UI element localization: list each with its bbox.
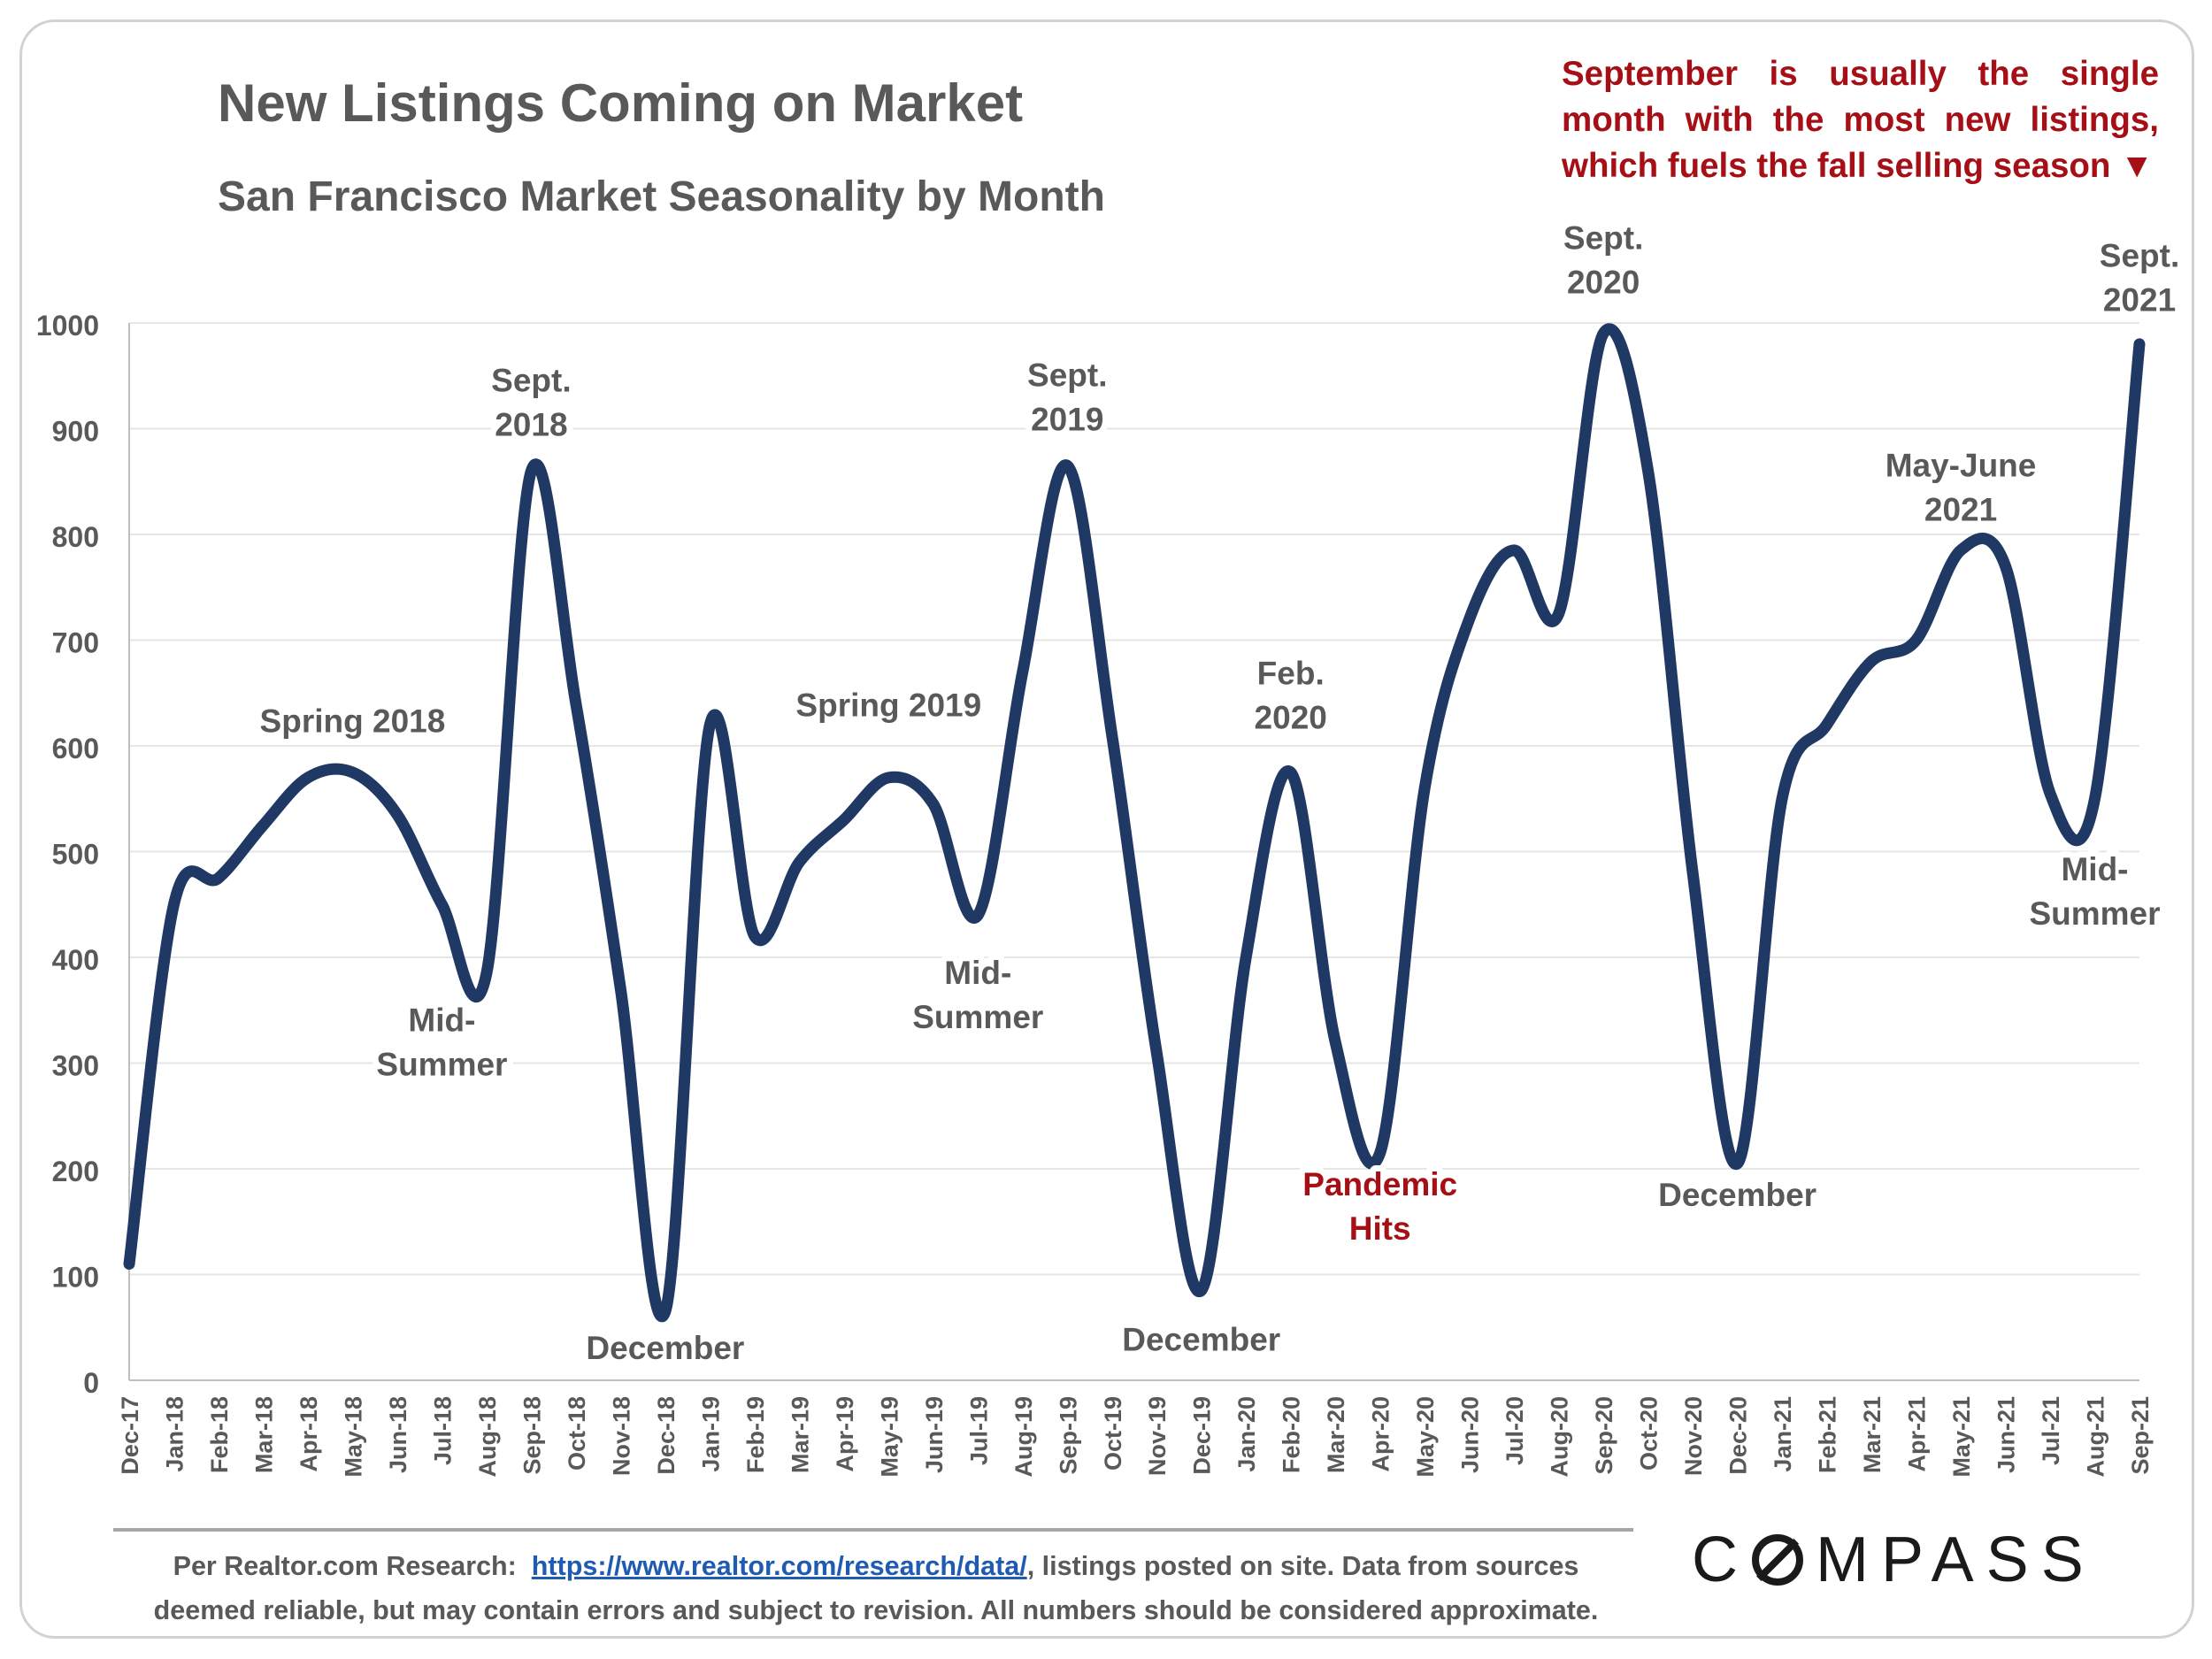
x-tick-label: Jun-18 <box>385 1396 411 1473</box>
source-note-line-1: Per Realtor.com Research: https://www.re… <box>106 1544 1646 1588</box>
y-tick-label: 100 <box>52 1262 99 1294</box>
x-tick-label: Jul-19 <box>965 1396 992 1465</box>
x-tick-label: Dec-20 <box>1725 1396 1752 1475</box>
x-tick-label: Sep-20 <box>1591 1396 1617 1475</box>
annotation-label: Pandemic <box>1302 1166 1457 1202</box>
y-tick-label: 400 <box>52 944 99 976</box>
x-tick-label: Dec-19 <box>1189 1396 1216 1475</box>
annotation-label: Mid- <box>408 1002 475 1039</box>
x-tick-label: Apr-18 <box>296 1396 322 1472</box>
chart-frame <box>19 19 2194 1639</box>
x-tick-label: May-19 <box>876 1396 902 1478</box>
x-tick-label: Aug-20 <box>1547 1396 1573 1478</box>
logo-text-start: C <box>1692 1525 1750 1595</box>
annotation-label: December <box>1122 1322 1280 1358</box>
x-tick-label: May-20 <box>1412 1396 1439 1478</box>
annotation-label: 2021 <box>1924 491 1997 527</box>
annotation-label: Sept. <box>491 363 571 399</box>
annotation-label: Mid- <box>2061 851 2128 887</box>
y-tick-label: 200 <box>52 1156 99 1187</box>
annotation-label: Mid- <box>944 955 1011 991</box>
series-line <box>123 323 2146 1323</box>
source-link[interactable]: https://www.realtor.com/research/data/ <box>531 1551 1027 1581</box>
x-tick-label: Oct-18 <box>564 1396 590 1471</box>
y-tick-label: 1000 <box>36 310 99 342</box>
x-tick-label: Sep-21 <box>2127 1396 2154 1475</box>
y-tick-label: 700 <box>52 627 99 659</box>
x-tick-label: Sep-18 <box>518 1396 545 1475</box>
x-tick-label: Nov-18 <box>608 1396 634 1476</box>
x-tick-label: Dec-17 <box>117 1396 143 1475</box>
annotation-label: Feb. <box>1257 656 1325 692</box>
x-tick-label: May-21 <box>1948 1396 1975 1478</box>
x-tick-label: Feb-20 <box>1279 1396 1305 1473</box>
y-tick-label: 800 <box>52 521 99 553</box>
x-tick-label: Nov-20 <box>1680 1396 1707 1476</box>
x-tick-label: Mar-20 <box>1323 1396 1349 1473</box>
source-suffix: , listings posted on site. Data from sou… <box>1026 1551 1579 1581</box>
x-tick-label: Apr-21 <box>1904 1396 1931 1472</box>
chart-title: New Listings Coming on Market <box>218 73 1024 133</box>
logo-text-end: MPASS <box>1816 1525 2096 1595</box>
x-tick-label: Feb-21 <box>1815 1396 1841 1473</box>
x-tick-label: Jun-20 <box>1457 1396 1484 1473</box>
y-tick-label: 500 <box>52 839 99 871</box>
x-tick-label: Sep-19 <box>1055 1396 1081 1475</box>
annotation-label: December <box>586 1330 744 1366</box>
x-tick-label: Jul-18 <box>429 1396 456 1465</box>
x-tick-label: Apr-20 <box>1368 1396 1394 1472</box>
compass-logo: C MPASS <box>1692 1520 2096 1600</box>
x-tick-label: Mar-21 <box>1859 1396 1886 1473</box>
annotation-label: May-June <box>1886 447 2037 483</box>
x-tick-label: Jan-20 <box>1233 1396 1260 1472</box>
september-callout: September is usually the single month wi… <box>1562 55 2159 185</box>
x-tick-label: Oct-20 <box>1636 1396 1663 1471</box>
annotation-label: December <box>1658 1177 1816 1213</box>
footer-divider <box>113 1528 1633 1532</box>
x-tick-label: Mar-19 <box>787 1396 813 1473</box>
x-tick-label: Aug-18 <box>474 1396 501 1478</box>
annotation-label: 2018 <box>495 407 567 443</box>
x-tick-label: Aug-19 <box>1010 1396 1037 1478</box>
y-tick-label: 300 <box>52 1050 99 1082</box>
annotation-label: 2020 <box>1255 700 1327 736</box>
x-tick-label: Jun-21 <box>1993 1396 2020 1473</box>
x-tick-label: Feb-19 <box>742 1396 769 1473</box>
annotation-label: Spring 2018 <box>260 703 446 739</box>
source-prefix: Per Realtor.com Research: <box>173 1551 517 1581</box>
annotation-label: Summer <box>376 1047 507 1083</box>
x-tick-label: Jun-19 <box>921 1396 948 1473</box>
annotation-label: 2020 <box>1567 264 1640 300</box>
x-tick-label: May-18 <box>340 1396 366 1478</box>
annotation-label: Summer <box>2029 895 2160 932</box>
annotation-label: Sept. <box>2100 238 2179 274</box>
y-tick-label: 0 <box>83 1367 99 1399</box>
annotation-label: Summer <box>912 999 1043 1035</box>
source-note-line-2: deemed reliable, but may contain errors … <box>153 1595 1599 1625</box>
annotation-label: Sept. <box>1027 357 1107 394</box>
x-tick-label: Feb-18 <box>206 1396 233 1473</box>
source-note: Per Realtor.com Research: https://www.re… <box>106 1544 1646 1632</box>
x-tick-label: Jan-19 <box>697 1396 724 1472</box>
y-tick-label: 600 <box>52 733 99 764</box>
x-tick-label: Mar-18 <box>250 1396 277 1473</box>
chart-subtitle: San Francisco Market Seasonality by Mont… <box>218 173 1105 220</box>
x-tick-label: Jan-18 <box>161 1396 188 1472</box>
annotation-label: 2019 <box>1031 402 1103 438</box>
x-tick-label: Apr-19 <box>832 1396 858 1472</box>
x-tick-label: Oct-19 <box>1100 1396 1126 1471</box>
x-tick-label: Dec-18 <box>653 1396 680 1475</box>
y-tick-label: 900 <box>52 416 99 448</box>
x-tick-label: Jan-21 <box>1770 1396 1796 1472</box>
x-tick-label: Nov-19 <box>1144 1396 1171 1476</box>
x-tick-label: Jul-20 <box>1502 1396 1528 1465</box>
annotation-label: Sept. <box>1563 219 1643 256</box>
annotation-label: 2021 <box>2103 282 2176 319</box>
compass-o-icon <box>1752 1534 1803 1586</box>
x-tick-label: Jul-21 <box>2038 1396 2064 1465</box>
annotation-label: Hits <box>1349 1210 1411 1247</box>
annotation-label: Spring 2019 <box>795 687 981 724</box>
x-tick-label: Aug-21 <box>2083 1396 2109 1478</box>
